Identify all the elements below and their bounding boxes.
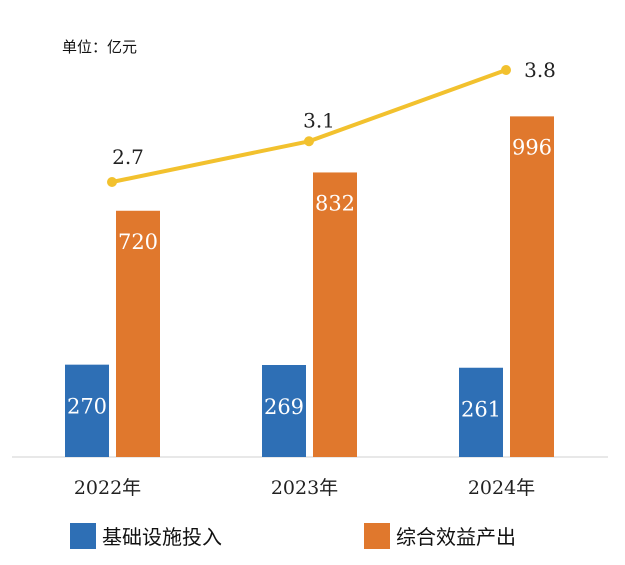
unit-label: 单位：亿元 [62,38,138,56]
bar-investment [65,364,109,457]
data-label-investment: 270 [67,395,107,419]
line-point-label: 3.8 [524,58,556,82]
line-point-label: 3.1 [303,108,335,132]
data-label-output: 832 [315,191,355,215]
chart: 270 720 269 832 261 996 2.7 3.1 3.8 2022年 2023年 2… [12,58,608,499]
line-point [304,136,314,147]
legend-swatch-investment [70,522,96,549]
x-tick-label: 2023年 [271,477,338,499]
legend-item-investment: 基础设施投入 [70,521,222,550]
x-tick-label: 2022年 [74,477,141,499]
bar-investment [262,365,306,457]
bar-investment [459,367,503,457]
legend-label-output: 综合效益产出 [396,525,516,549]
data-label-output: 996 [512,135,552,159]
bar-output [116,210,160,457]
legend-swatch-output [364,522,390,549]
data-label-output: 720 [118,230,158,254]
legend-item-output: 综合效益产出 [364,521,516,550]
data-label-investment: 261 [461,398,501,422]
bar-output [510,116,554,458]
bar-output [313,172,357,457]
line-point [501,65,511,75]
line-point [107,177,117,187]
line-point-label: 2.7 [112,145,144,169]
data-label-investment: 269 [264,395,304,419]
legend-label-investment: 基础设施投入 [102,525,222,549]
x-tick-label: 2024年 [468,477,535,499]
